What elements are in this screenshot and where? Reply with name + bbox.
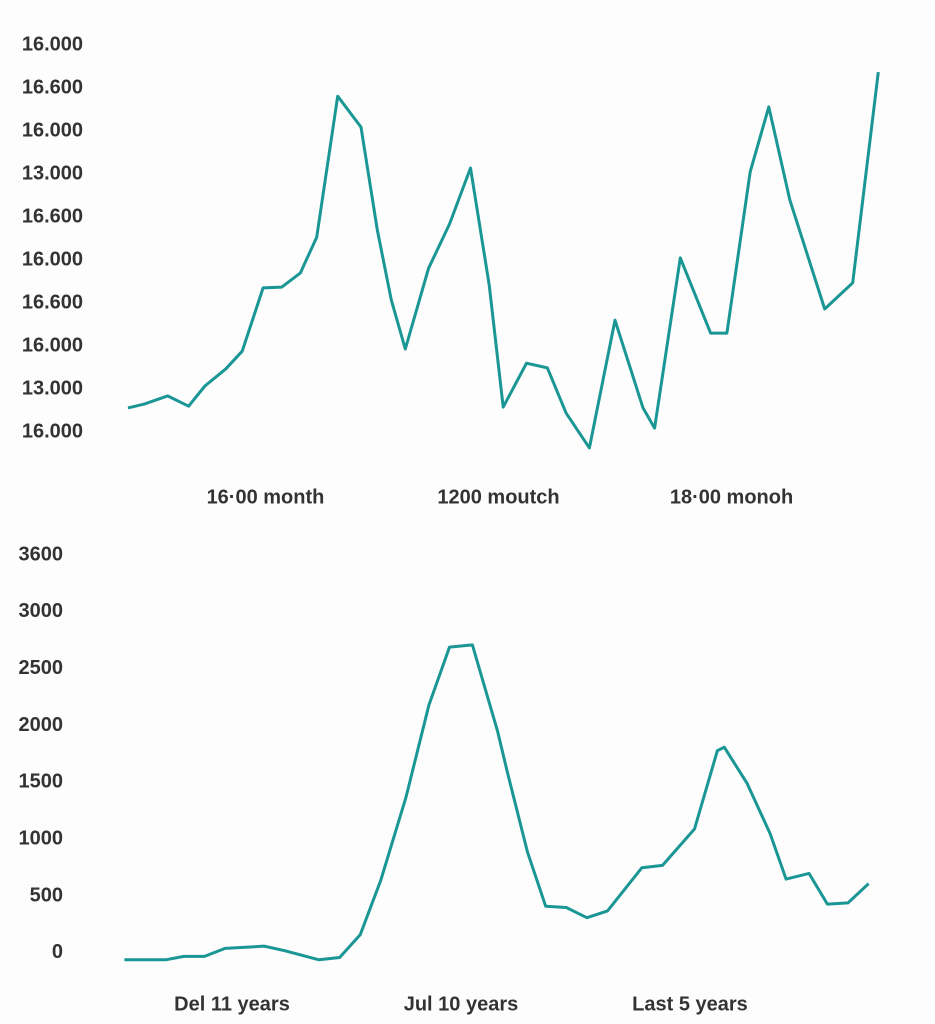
x-tick-label: 18·00 monoh bbox=[670, 486, 793, 508]
line-series bbox=[127, 71, 880, 450]
y-tick-label: 16.000 bbox=[22, 248, 83, 270]
y-tick-label: 1500 bbox=[19, 771, 64, 793]
y-tick-label: 16.600 bbox=[22, 76, 83, 98]
x-tick-label: Del 11 years bbox=[174, 993, 290, 1015]
y-tick-label: 2500 bbox=[19, 657, 64, 679]
y-tick-label: 3600 bbox=[19, 543, 64, 565]
y-tick-label: 13.000 bbox=[22, 377, 83, 399]
y-tick-label: 16.000 bbox=[22, 420, 83, 442]
y-tick-label: 16.600 bbox=[22, 205, 83, 227]
x-tick-label: Jul 10 years bbox=[404, 993, 519, 1015]
y-tick-label: 16.000 bbox=[22, 33, 83, 55]
y-tick-label: 3000 bbox=[19, 600, 64, 622]
y-tick-label: 13.000 bbox=[22, 162, 83, 184]
y-tick-label: 16.600 bbox=[22, 291, 83, 313]
y-tick-label: 0 bbox=[52, 941, 63, 963]
y-tick-label: 1000 bbox=[19, 828, 64, 850]
x-tick-label: 1200 moutch bbox=[437, 486, 559, 508]
y-tick-label: 2000 bbox=[19, 714, 64, 736]
x-tick-label: Last 5 years bbox=[632, 993, 748, 1015]
line-series bbox=[124, 643, 870, 962]
y-tick-label: 16.000 bbox=[22, 119, 83, 141]
y-tick-label: 500 bbox=[30, 884, 63, 906]
x-tick-label: 16·00 month bbox=[207, 486, 325, 508]
y-tick-label: 16.000 bbox=[22, 334, 83, 356]
